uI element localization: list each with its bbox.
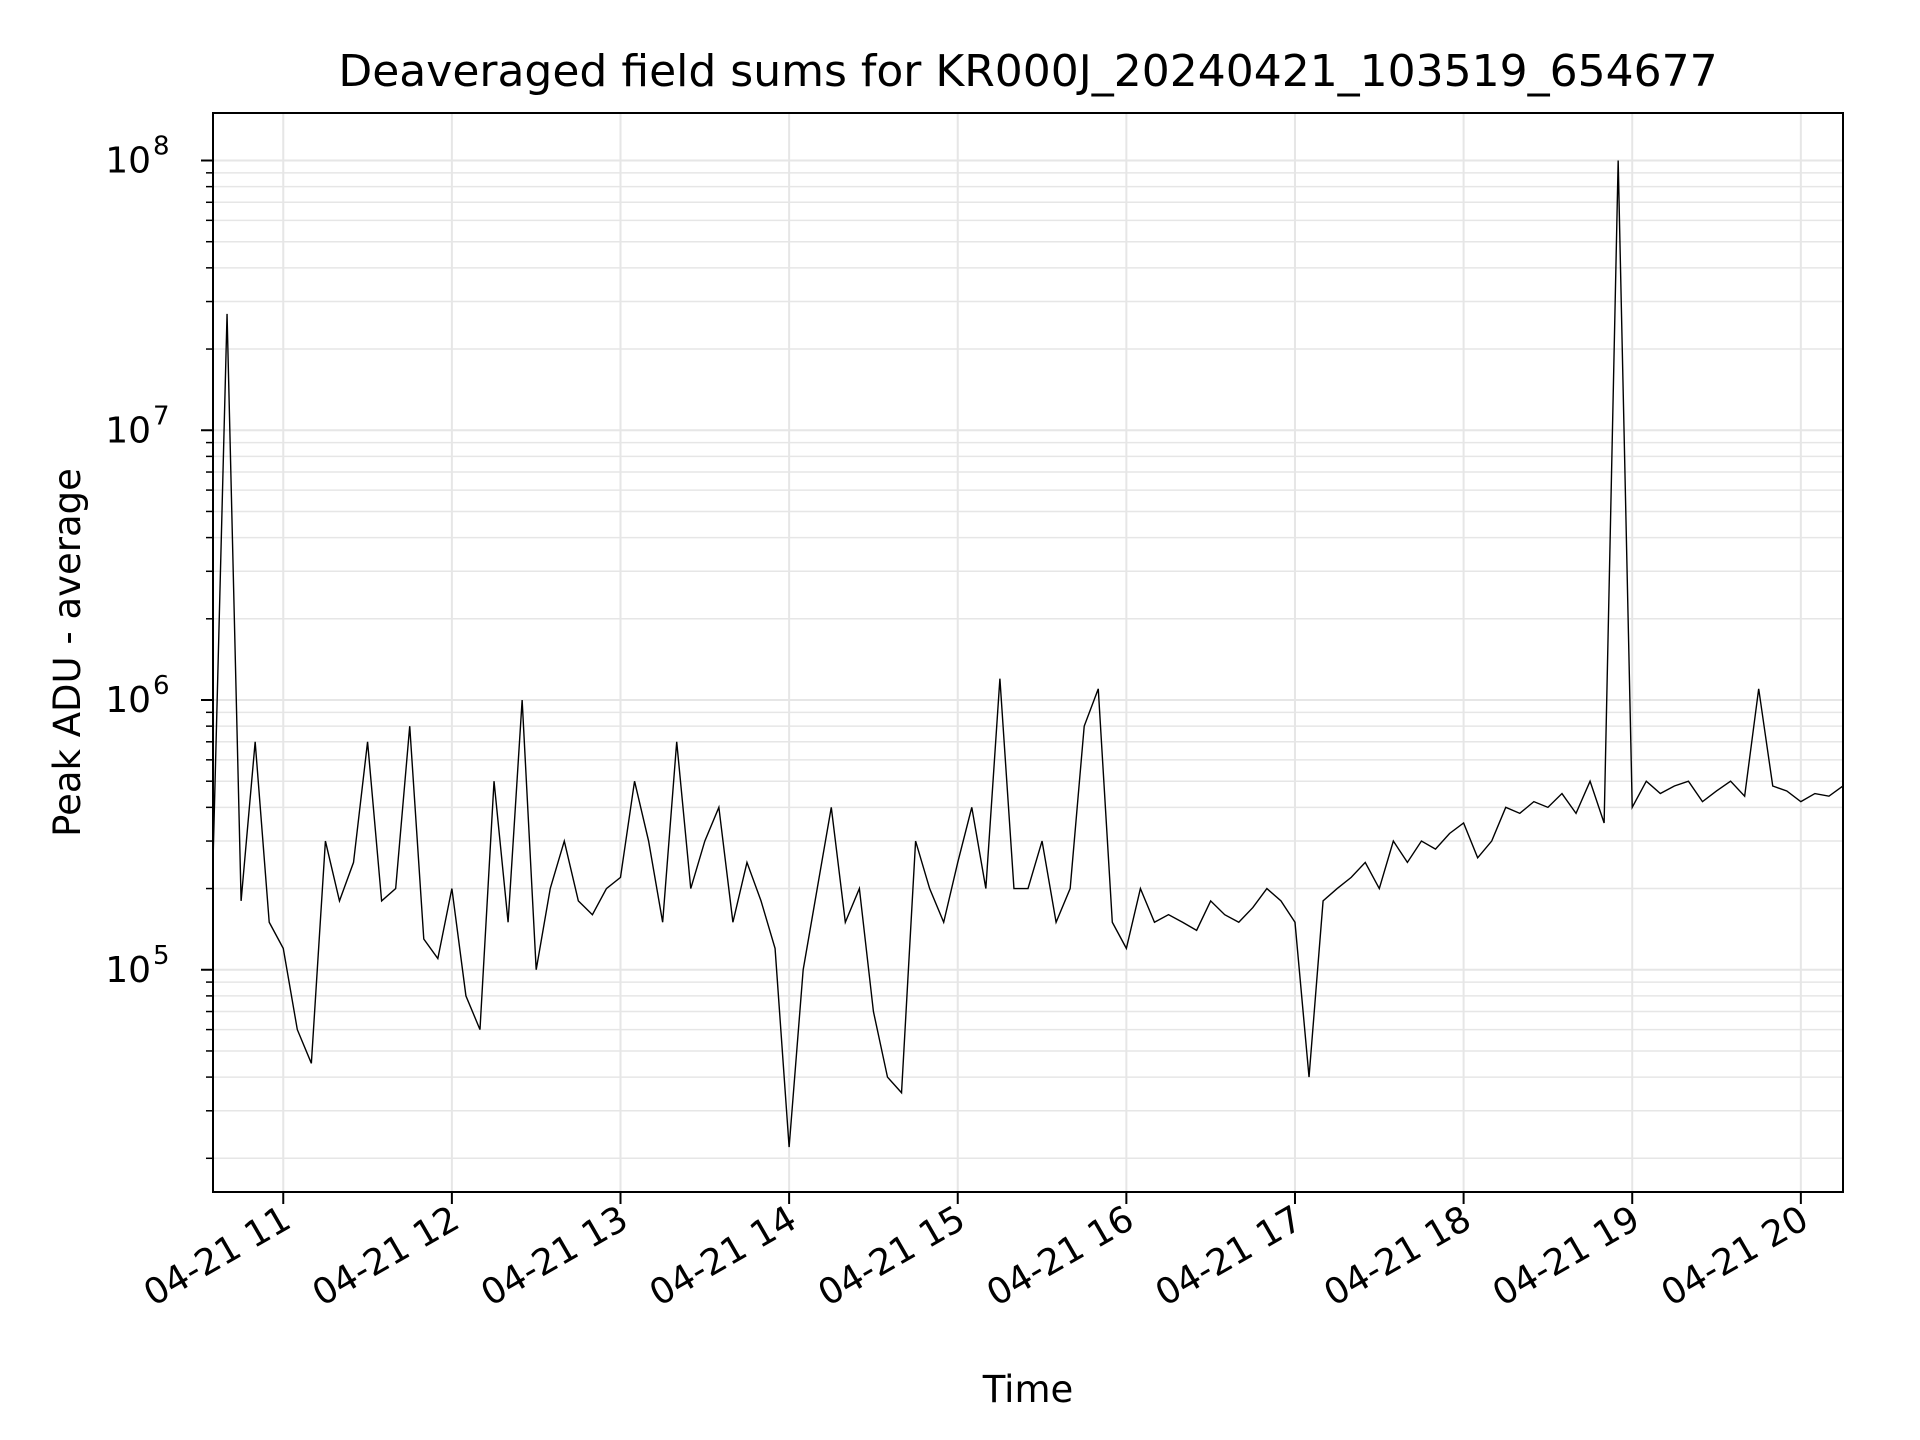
y-tick-label: 10 [105, 141, 151, 182]
x-tick-label: 04-21 14 [643, 1198, 804, 1314]
x-tick-label: 04-21 20 [1655, 1198, 1816, 1314]
y-tick-label: 10 [105, 410, 151, 451]
y-tick-label: 10 [105, 950, 151, 991]
x-axis: 04-21 11 04-21 12 04-21 13 04-21 14 04-21 15… [137, 1192, 1815, 1315]
x-tick-label: 04-21 18 [1317, 1198, 1478, 1314]
x-tick-label: 04-21 19 [1486, 1198, 1647, 1314]
y-tick-exponent: 5 [153, 941, 170, 971]
y-axis-label: Peak ADU - average [46, 468, 89, 837]
y-tick-label: 10 [105, 680, 151, 721]
plot-frame [212, 112, 1844, 1193]
x-tick-label: 04-21 11 [137, 1198, 298, 1314]
x-axis-label: Time [982, 1368, 1074, 1411]
series-line [212, 160, 1844, 1148]
x-tick-label: 04-21 17 [1149, 1198, 1310, 1314]
chart-title: Deaveraged field sums for KR000J_2024042… [338, 46, 1717, 97]
x-tick-label: 04-21 15 [812, 1198, 973, 1314]
grid-lines [213, 113, 1843, 1192]
x-tick-label: 04-21 13 [474, 1198, 635, 1314]
y-tick-exponent: 7 [153, 401, 170, 431]
x-tick-label: 04-21 16 [980, 1198, 1141, 1314]
x-tick-label: 04-21 12 [306, 1198, 467, 1314]
y-tick-exponent: 6 [153, 671, 170, 701]
y-tick-exponent: 8 [153, 132, 170, 162]
